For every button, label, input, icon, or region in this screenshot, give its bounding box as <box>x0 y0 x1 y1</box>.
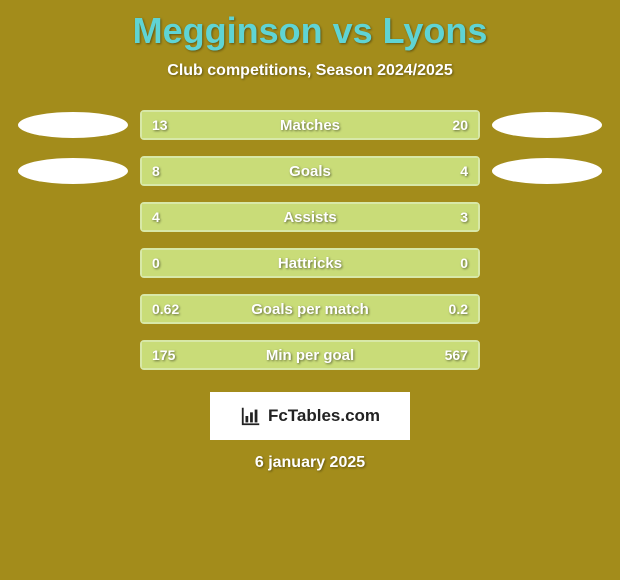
logo-text: FcTables.com <box>268 406 380 426</box>
stat-label: Hattricks <box>142 255 478 272</box>
stat-label: Goals per match <box>142 301 478 318</box>
stat-bar: 0.620.2Goals per match <box>140 294 480 324</box>
stat-bar: 43Assists <box>140 202 480 232</box>
subtitle: Club competitions, Season 2024/2025 <box>0 62 620 80</box>
stat-bar: 175567Min per goal <box>140 340 480 370</box>
stat-bar: 00Hattricks <box>140 248 480 278</box>
chart-icon <box>240 405 262 427</box>
stat-label: Matches <box>142 117 478 134</box>
logo-box: FcTables.com <box>210 392 410 440</box>
stat-row: 1320Matches <box>0 110 620 140</box>
player-ellipse-left <box>18 158 128 184</box>
stat-row: 84Goals <box>0 156 620 186</box>
player-ellipse-right <box>492 158 602 184</box>
date-label: 6 january 2025 <box>0 454 620 472</box>
stat-row: 00Hattricks <box>0 248 620 278</box>
stat-label: Goals <box>142 163 478 180</box>
player-ellipse-right <box>492 112 602 138</box>
player-ellipse-left <box>18 112 128 138</box>
stat-row: 175567Min per goal <box>0 340 620 370</box>
stat-row: 43Assists <box>0 202 620 232</box>
stat-bar: 84Goals <box>140 156 480 186</box>
page-title: Megginson vs Lyons <box>0 0 620 52</box>
stat-label: Min per goal <box>142 347 478 364</box>
stat-label: Assists <box>142 209 478 226</box>
stat-row: 0.620.2Goals per match <box>0 294 620 324</box>
stats-rows: 1320Matches 84Goals 43Assists 00Hattricks 0.… <box>0 110 620 370</box>
stat-bar: 1320Matches <box>140 110 480 140</box>
